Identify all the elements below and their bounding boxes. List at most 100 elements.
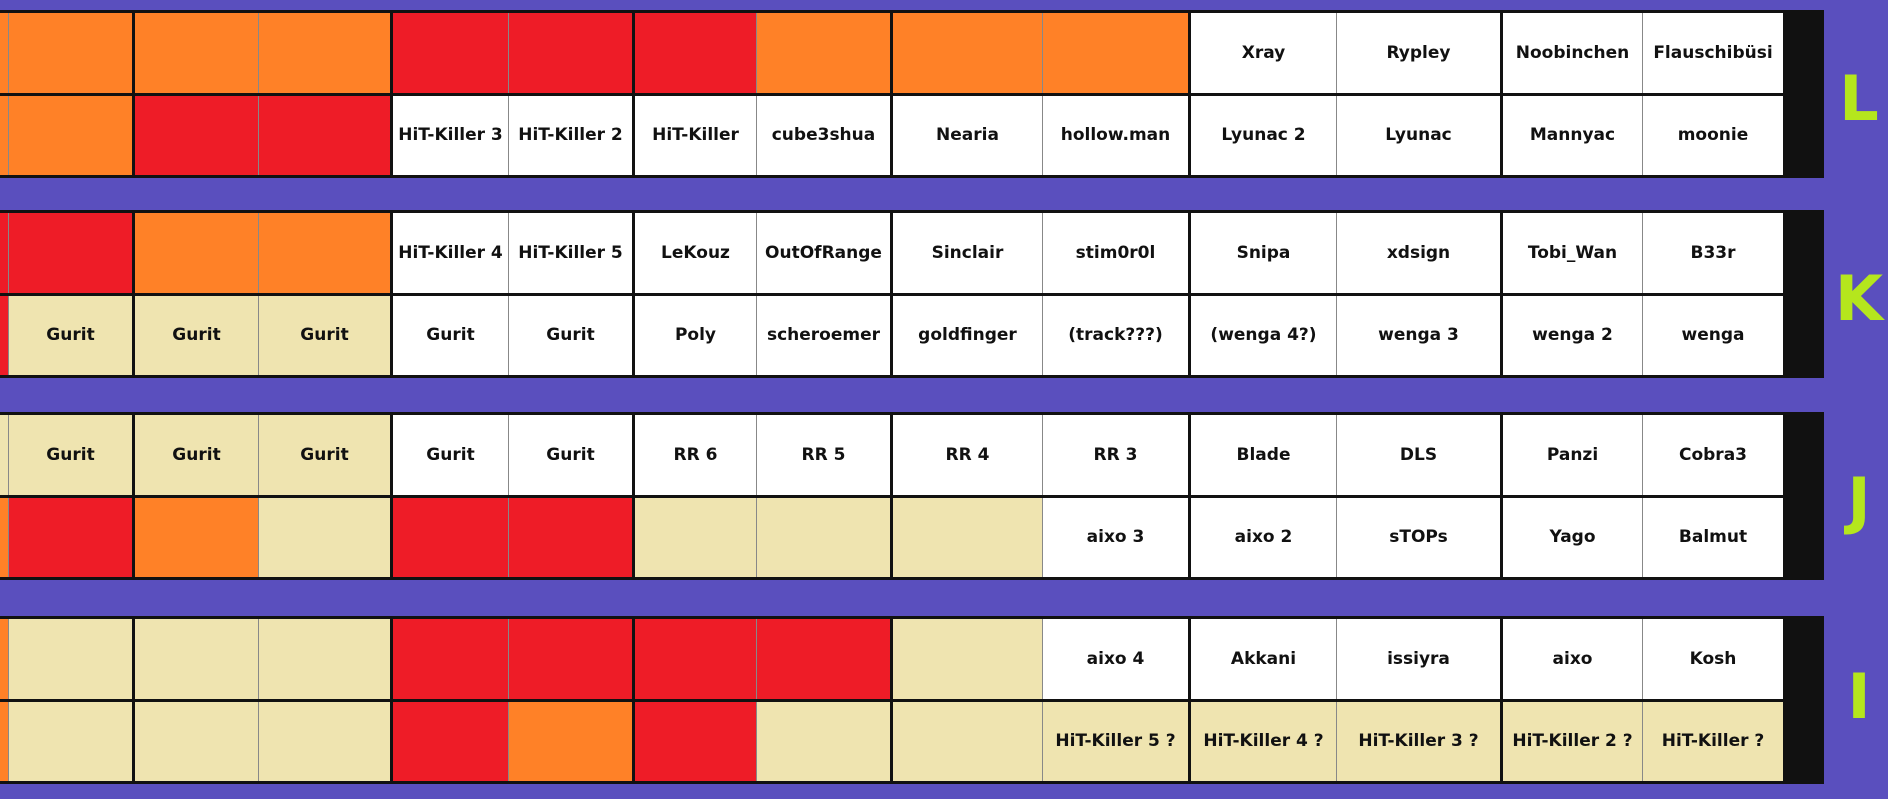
seat-cell: Gurit	[8, 415, 132, 495]
row-letter-i: I	[1847, 660, 1871, 733]
seat-grid-j: Gurit Gurit Gurit Gurit Gurit RR 6 RR 5 RR 4 RR …	[0, 415, 1821, 577]
seat-cell	[132, 213, 258, 293]
seat-cell: B33r	[1642, 213, 1783, 293]
seat-cell	[132, 497, 258, 577]
seat-cell: Snipa	[1188, 213, 1336, 293]
row-block-l: Xray Rypley Noobinchen Flauschibüsi HiT-Kill…	[0, 10, 1824, 178]
seat-cell: Yago	[1500, 497, 1642, 577]
seat-cell: scheroemer	[756, 295, 890, 375]
row-block-i: aixo 4 Akkani issiyra aixo Kosh HiT-Killer 5 …	[0, 616, 1824, 784]
seat-cell	[508, 701, 632, 781]
row-block-j: Gurit Gurit Gurit Gurit Gurit RR 6 RR 5 RR 4 RR …	[0, 412, 1824, 580]
seat-cell	[132, 13, 258, 93]
row-letter-k: K	[1834, 262, 1884, 335]
seat-cell: HiT-Killer ?	[1642, 701, 1783, 781]
seat-cell: Tobi_Wan	[1500, 213, 1642, 293]
seat-cell: Gurit	[8, 295, 132, 375]
seat-cell	[632, 497, 756, 577]
seat-cell	[756, 619, 890, 699]
row-letter-j: J	[1847, 464, 1871, 537]
seat-cell	[390, 13, 508, 93]
seat-cell	[390, 497, 508, 577]
seat-cell	[258, 619, 390, 699]
seat-cell: Balmut	[1642, 497, 1783, 577]
seat-cell	[756, 497, 890, 577]
seat-cell: aixo 4	[1042, 619, 1188, 699]
seat-cell	[0, 295, 8, 375]
seat-cell: HiT-Killer	[632, 95, 756, 175]
seat-cell: LeKouz	[632, 213, 756, 293]
seat-cell: Kosh	[1642, 619, 1783, 699]
seat-cell	[258, 497, 390, 577]
seat-cell: hollow.man	[1042, 95, 1188, 175]
seat-cell: RR 3	[1042, 415, 1188, 495]
seat-cell: Nearia	[890, 95, 1042, 175]
seat-cell: moonie	[1642, 95, 1783, 175]
seat-cell	[756, 13, 890, 93]
seat-cell: Xray	[1188, 13, 1336, 93]
seat-cell	[0, 95, 8, 175]
seat-cell: Rypley	[1336, 13, 1500, 93]
seat-cell: Gurit	[258, 295, 390, 375]
seat-cell: Flauschibüsi	[1642, 13, 1783, 93]
seat-cell	[8, 497, 132, 577]
seat-cell	[258, 701, 390, 781]
seat-cell: HiT-Killer 2 ?	[1500, 701, 1642, 781]
seat-cell	[8, 619, 132, 699]
seat-cell: RR 6	[632, 415, 756, 495]
seat-cell	[8, 95, 132, 175]
seat-cell: HiT-Killer 5 ?	[1042, 701, 1188, 781]
seat-cell: stim0r0l	[1042, 213, 1188, 293]
seat-cell: HiT-Killer 4 ?	[1188, 701, 1336, 781]
seat-cell: sTOPs	[1336, 497, 1500, 577]
seat-cell: Noobinchen	[1500, 13, 1642, 93]
seat-cell: HiT-Killer 3	[390, 95, 508, 175]
seat-cell	[390, 619, 508, 699]
seat-cell	[756, 701, 890, 781]
seat-cell: Lyunac 2	[1188, 95, 1336, 175]
seat-cell	[508, 619, 632, 699]
seat-cell: wenga	[1642, 295, 1783, 375]
seat-cell: Cobra3	[1642, 415, 1783, 495]
seat-cell: Gurit	[132, 415, 258, 495]
seat-cell	[890, 701, 1042, 781]
seat-cell: Poly	[632, 295, 756, 375]
seat-cell: Akkani	[1188, 619, 1336, 699]
seat-cell	[632, 619, 756, 699]
seat-cell: Blade	[1188, 415, 1336, 495]
seat-cell: RR 4	[890, 415, 1042, 495]
seat-cell	[0, 13, 8, 93]
seat-cell: OutOfRange	[756, 213, 890, 293]
row-letter-l: L	[1839, 62, 1879, 135]
seat-cell	[390, 701, 508, 781]
seat-cell: wenga 3	[1336, 295, 1500, 375]
seat-cell	[132, 95, 258, 175]
seat-grid-k: HiT-Killer 4 HiT-Killer 5 LeKouz OutOfRange…	[0, 213, 1821, 375]
seat-cell	[8, 701, 132, 781]
seat-cell: HiT-Killer 4	[390, 213, 508, 293]
seat-grid-l: Xray Rypley Noobinchen Flauschibüsi HiT-Kill…	[0, 13, 1821, 175]
seat-cell: Gurit	[390, 295, 508, 375]
seat-cell: aixo 2	[1188, 497, 1336, 577]
seat-cell: Gurit	[390, 415, 508, 495]
seat-cell	[0, 213, 8, 293]
seat-cell: HiT-Killer 2	[508, 95, 632, 175]
seat-cell	[8, 13, 132, 93]
seat-cell	[0, 701, 8, 781]
seat-cell: DLS	[1336, 415, 1500, 495]
seat-cell: issiyra	[1336, 619, 1500, 699]
seat-grid-i: aixo 4 Akkani issiyra aixo Kosh HiT-Killer 5 …	[0, 619, 1821, 781]
seat-cell	[8, 213, 132, 293]
seat-cell	[632, 13, 756, 93]
seat-cell	[632, 701, 756, 781]
seat-cell	[0, 619, 8, 699]
row-block-k: HiT-Killer 4 HiT-Killer 5 LeKouz OutOfRange…	[0, 210, 1824, 378]
seat-cell: xdsign	[1336, 213, 1500, 293]
seat-cell: HiT-Killer 5	[508, 213, 632, 293]
seat-cell: (wenga 4?)	[1188, 295, 1336, 375]
seat-cell	[0, 415, 8, 495]
seat-cell	[890, 497, 1042, 577]
seat-cell: Gurit	[258, 415, 390, 495]
seat-cell: Mannyac	[1500, 95, 1642, 175]
seat-cell: wenga 2	[1500, 295, 1642, 375]
